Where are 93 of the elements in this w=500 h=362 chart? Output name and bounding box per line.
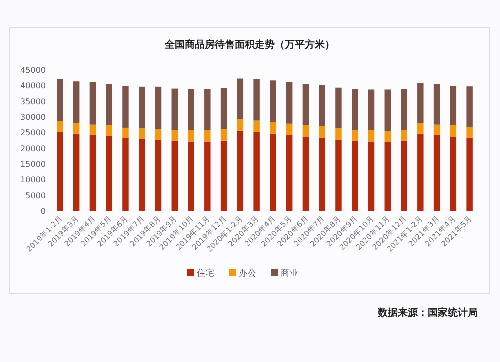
bar xyxy=(319,85,326,126)
bar xyxy=(122,138,129,211)
bar xyxy=(384,131,391,142)
bar xyxy=(237,119,244,131)
bar xyxy=(220,140,228,211)
bar xyxy=(57,132,64,211)
legend-label: 办公 xyxy=(239,268,257,279)
bar xyxy=(319,126,326,138)
bar xyxy=(139,128,146,140)
bar xyxy=(73,134,80,211)
bar xyxy=(270,122,276,134)
bar xyxy=(237,78,244,120)
bar xyxy=(73,82,80,124)
bar xyxy=(90,124,96,136)
bar xyxy=(418,83,424,124)
bar xyxy=(57,121,64,132)
bar xyxy=(302,136,310,211)
bar xyxy=(384,90,391,132)
bar xyxy=(319,138,326,211)
bar xyxy=(336,88,342,129)
y-tick-label: 40000 xyxy=(20,82,46,91)
bar xyxy=(220,129,228,141)
bar xyxy=(384,142,391,211)
bar xyxy=(155,140,162,211)
bar xyxy=(302,84,310,126)
chart-title: 全国商品房待售面积走势（万平方米） xyxy=(164,39,335,51)
bar xyxy=(466,127,473,138)
bar xyxy=(466,86,473,128)
bar xyxy=(122,128,129,138)
bar xyxy=(352,140,358,211)
bar xyxy=(434,135,440,211)
bar xyxy=(106,125,112,136)
bar xyxy=(368,90,375,130)
bar xyxy=(188,142,194,211)
bar xyxy=(352,89,358,130)
y-tick-label: 20000 xyxy=(20,144,46,154)
bar xyxy=(450,137,457,211)
bar xyxy=(368,142,375,211)
y-tick-label: 25000 xyxy=(20,128,46,138)
bar xyxy=(172,88,178,130)
bar xyxy=(418,134,424,211)
bar xyxy=(401,140,408,211)
bar xyxy=(368,130,375,142)
bar xyxy=(155,86,162,130)
bar xyxy=(237,130,244,211)
bar xyxy=(434,124,440,136)
y-tick-label: 10000 xyxy=(20,176,46,185)
bar xyxy=(122,86,129,128)
y-tick-label: 35000 xyxy=(20,97,46,106)
bar xyxy=(73,123,80,134)
bar xyxy=(204,142,211,211)
bar xyxy=(172,140,178,211)
bar xyxy=(286,124,293,136)
bar xyxy=(336,128,342,140)
bar xyxy=(139,86,146,129)
bar xyxy=(172,130,178,141)
y-tick-label: 15000 xyxy=(20,160,46,169)
bar xyxy=(352,130,358,141)
bar xyxy=(188,130,194,142)
bar xyxy=(155,130,162,140)
bar xyxy=(139,139,146,211)
legend-label: 商业 xyxy=(281,268,299,279)
bar xyxy=(204,89,211,130)
bar xyxy=(302,125,310,137)
bar xyxy=(254,79,260,121)
bar xyxy=(434,84,440,125)
bar xyxy=(220,88,228,130)
bar xyxy=(57,79,64,122)
y-tick-label: 45000 xyxy=(20,66,46,75)
bar xyxy=(450,86,457,126)
bar xyxy=(466,138,473,211)
bar xyxy=(270,134,276,211)
bar xyxy=(106,84,112,126)
bar xyxy=(188,89,194,130)
bar xyxy=(106,136,112,211)
bar xyxy=(401,130,408,141)
bar xyxy=(286,135,293,211)
bar xyxy=(286,82,293,124)
bar xyxy=(450,125,457,138)
bar xyxy=(401,89,408,130)
bar xyxy=(90,135,96,211)
legend-label: 住宅 xyxy=(197,268,215,279)
bar xyxy=(90,82,96,125)
source-note: 数据来源：国家统计局 xyxy=(377,307,478,319)
bar xyxy=(270,80,276,122)
bar xyxy=(254,132,260,211)
bar xyxy=(254,120,260,132)
bar xyxy=(418,123,424,134)
y-tick-label: 30000 xyxy=(20,113,46,122)
bar xyxy=(204,130,211,142)
y-tick-label: 5000 xyxy=(26,191,46,200)
y-tick-label: 0 xyxy=(40,207,46,216)
bar xyxy=(336,140,342,211)
